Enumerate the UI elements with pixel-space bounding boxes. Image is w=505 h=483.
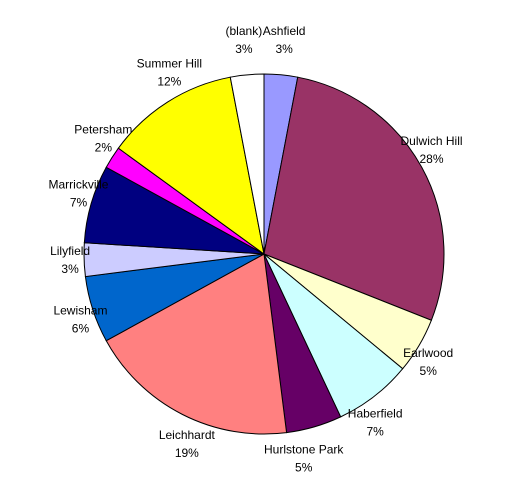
- slice-label: Leichhardt: [159, 428, 216, 442]
- slice-value-label: 2%: [95, 141, 113, 155]
- slice-value-label: 28%: [420, 152, 444, 166]
- pie-slice: [105, 253, 288, 435]
- slice-label: (blank): [226, 24, 263, 38]
- slice-label: Summer Hill: [137, 56, 202, 70]
- pie-slice: [229, 73, 265, 255]
- slice-value-label: 12%: [157, 74, 181, 88]
- slice-label: Dulwich Hill: [401, 134, 463, 148]
- slice-value-label: 7%: [70, 195, 88, 209]
- slice-label: Marrickville: [48, 177, 108, 191]
- slice-label: Ashfield: [263, 24, 306, 38]
- pie-slice: [117, 76, 265, 256]
- slice-value-label: 3%: [61, 262, 79, 276]
- slice-value-label: 19%: [175, 446, 199, 460]
- slice-label: Hurlstone Park: [264, 443, 344, 457]
- pie-slice: [263, 76, 445, 321]
- slice-value-label: 7%: [366, 424, 384, 438]
- slice-label: Petersham: [74, 123, 132, 137]
- slice-value-label: 5%: [420, 364, 438, 378]
- slice-label: Earlwood: [403, 346, 453, 360]
- slice-label: Haberfield: [348, 406, 403, 420]
- slice-value-label: 3%: [235, 42, 253, 56]
- slice-value-label: 5%: [295, 461, 313, 475]
- slice-value-label: 3%: [275, 42, 293, 56]
- slice-value-label: 6%: [72, 321, 90, 335]
- slice-label: Lewisham: [53, 303, 107, 317]
- slice-label: Lilyfield: [50, 244, 90, 258]
